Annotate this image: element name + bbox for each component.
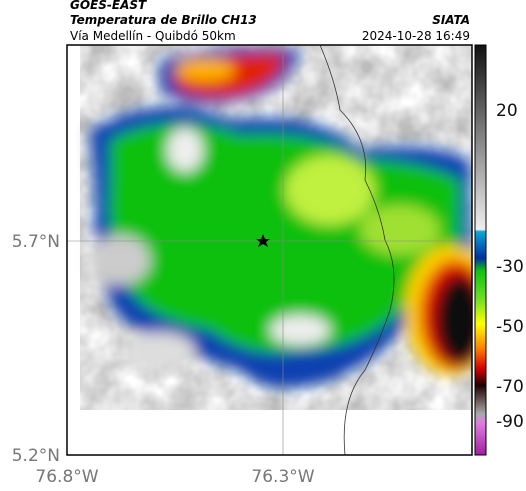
lat-label: 5.2°N [12, 446, 60, 466]
subtitle: Vía Medellín - Quibdó 50km [70, 29, 236, 43]
colorbar-tick-label: -30 [496, 257, 524, 277]
lon-label: 76.3°W [251, 467, 314, 487]
colorbar [474, 44, 487, 456]
colorbar-tick-label: -70 [496, 377, 524, 397]
station-marker [256, 234, 270, 247]
map-frame [66, 44, 473, 456]
colorbar-tick-label: -50 [496, 317, 524, 337]
colorbar-tick-label: -90 [496, 412, 524, 432]
lat-label: 5.7°N [12, 232, 60, 252]
colorbar-tick-label: 20 [496, 101, 518, 121]
satellite-image [67, 45, 472, 455]
timestamp: 2024-10-28 16:49 [362, 29, 470, 43]
title: Temperatura de Brillo CH13 [70, 13, 257, 27]
source: GOES-EAST [70, 0, 147, 12]
border [319, 44, 395, 456]
brand: SIATA [432, 13, 470, 27]
lon-label: 76.8°W [35, 467, 98, 487]
